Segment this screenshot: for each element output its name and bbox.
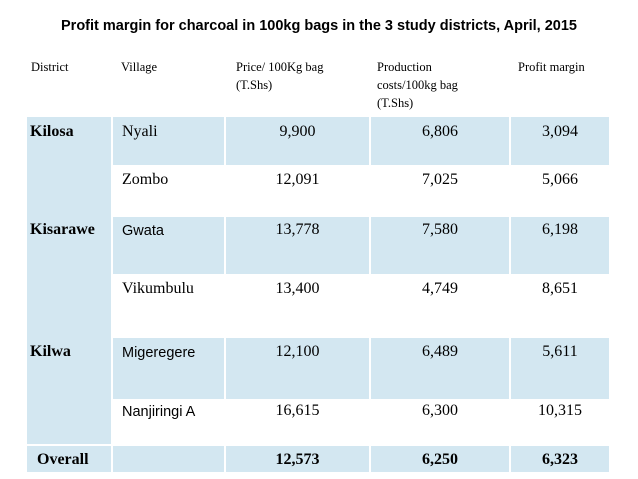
profit-cell: 5,611 [542,343,578,360]
header-district: District [31,60,69,74]
price-cell: 13,778 [275,221,320,238]
table-title: Profit margin for charcoal in 100kg bags… [61,18,577,34]
prod-cost-cell: 7,025 [422,171,458,188]
village-cell: Vikumbulu [122,280,194,297]
table-row [27,338,609,399]
prod-cost-cell: 4,749 [422,280,458,297]
price-cell: 9,900 [279,123,316,140]
table-row-overall [27,446,609,472]
prod-cost-cell: 6,489 [422,343,458,360]
header-production-costs: Production costs/100kg bag (T.Shs) [377,60,458,110]
village-cell: Nyali [122,123,158,140]
profit-cell: 5,066 [542,171,578,188]
profit-cell: 8,651 [542,280,578,297]
village-cell: Gwata [122,223,164,239]
table-row [27,117,609,165]
village-cell: Zombo [122,171,169,188]
overall-label: Overall [37,451,89,468]
village-cell: Migeregere [122,345,196,361]
profit-cell: 6,198 [542,221,578,238]
price-cell: 12,100 [275,343,320,360]
price-cell: 13,400 [275,280,320,297]
prod-cost-cell: 6,300 [422,402,458,419]
price-cell: 12,091 [275,171,320,188]
overall-prod-cost: 6,250 [422,451,458,468]
village-cell: Nanjiringi A [122,404,196,420]
overall-profit: 6,323 [542,451,578,468]
price-cell: 16,615 [275,402,320,419]
district-kisarawe: Kisarawe [30,221,95,238]
header-price: Price/ 100Kg bag (T.Shs) [236,60,324,92]
header-village: Village [121,60,158,74]
district-kilwa: Kilwa [30,343,71,360]
profit-cell: 3,094 [542,123,578,140]
prod-cost-cell: 6,806 [422,123,458,140]
overall-price: 12,573 [275,451,320,468]
header-profit-margin: Profit margin [518,60,585,74]
profit-cell: 10,315 [538,402,582,419]
district-column-band [27,117,112,454]
prod-cost-cell: 7,580 [422,221,458,238]
district-kilosa: Kilosa [30,123,74,140]
table-row [27,217,609,274]
